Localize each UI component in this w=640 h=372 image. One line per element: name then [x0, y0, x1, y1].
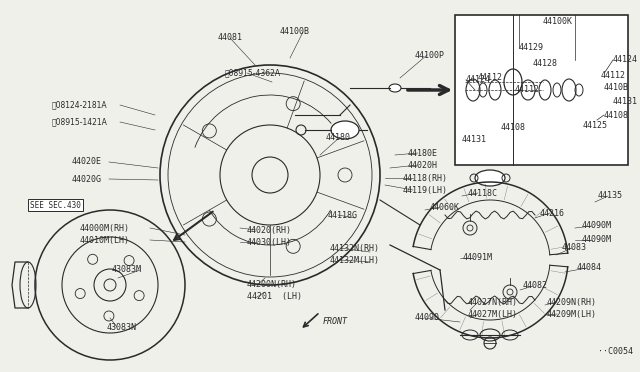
Text: 44020G: 44020G [72, 174, 102, 183]
Text: 44083: 44083 [562, 244, 587, 253]
Text: 44020H: 44020H [408, 160, 438, 170]
Text: 44125: 44125 [583, 121, 608, 129]
Ellipse shape [539, 80, 551, 100]
Text: 44010M(LH): 44010M(LH) [80, 235, 130, 244]
Text: 44060K: 44060K [430, 202, 460, 212]
Ellipse shape [475, 170, 505, 186]
Text: 44090M: 44090M [582, 221, 612, 231]
Ellipse shape [489, 80, 501, 100]
Text: FRONT: FRONT [323, 317, 348, 327]
Text: 44030(LH): 44030(LH) [247, 237, 292, 247]
Text: 44100P: 44100P [415, 51, 445, 60]
Text: 44112: 44112 [515, 86, 540, 94]
Text: 44108: 44108 [604, 110, 629, 119]
Text: 44132M(LH): 44132M(LH) [330, 256, 380, 264]
Ellipse shape [562, 79, 576, 101]
Text: 44112: 44112 [601, 71, 626, 80]
Text: 44209N(RH): 44209N(RH) [547, 298, 597, 307]
Text: 44128: 44128 [533, 58, 558, 67]
Text: 44100K: 44100K [543, 17, 573, 26]
Text: 44200N(RH): 44200N(RH) [247, 280, 297, 289]
Text: 44100B: 44100B [280, 28, 310, 36]
Text: 44118C: 44118C [468, 189, 498, 198]
Text: 44124: 44124 [466, 76, 491, 84]
Text: ··C0054: ··C0054 [598, 347, 633, 356]
Bar [455, 15, 628, 165]
Ellipse shape [331, 121, 359, 139]
Text: 44180E: 44180E [408, 148, 438, 157]
Text: 44118G: 44118G [328, 211, 358, 219]
Text: Ⓟ08915-4362A: Ⓟ08915-4362A [225, 68, 281, 77]
Text: 44132N(RH): 44132N(RH) [330, 244, 380, 253]
Text: 44027N(RH): 44027N(RH) [468, 298, 518, 307]
Text: 44090M: 44090M [582, 235, 612, 244]
Ellipse shape [389, 84, 401, 92]
Text: 44112: 44112 [478, 74, 503, 83]
Text: 44131: 44131 [613, 97, 638, 106]
Text: 44129: 44129 [519, 44, 544, 52]
Text: 44131: 44131 [462, 135, 487, 144]
Text: 44081: 44081 [218, 33, 243, 42]
Text: Ⓟ08915-1421A: Ⓟ08915-1421A [52, 118, 108, 126]
Text: 44090: 44090 [415, 314, 440, 323]
Text: 44020E: 44020E [72, 157, 102, 167]
Text: 44108: 44108 [501, 124, 526, 132]
Ellipse shape [466, 79, 480, 101]
Text: 43083N: 43083N [107, 323, 137, 331]
Text: 44082: 44082 [523, 282, 548, 291]
Text: 4410B: 4410B [604, 83, 629, 93]
Text: Ⓑ08124-2181A: Ⓑ08124-2181A [52, 100, 108, 109]
Text: 44118(RH): 44118(RH) [403, 173, 448, 183]
Text: 44000M(RH): 44000M(RH) [80, 224, 130, 232]
Text: 44027M(LH): 44027M(LH) [468, 310, 518, 318]
Ellipse shape [521, 80, 535, 100]
Text: 44135: 44135 [598, 192, 623, 201]
Text: 44201  (LH): 44201 (LH) [247, 292, 302, 301]
Text: 44084: 44084 [577, 263, 602, 273]
Text: 44209M(LH): 44209M(LH) [547, 310, 597, 318]
Text: 44020(RH): 44020(RH) [247, 225, 292, 234]
Text: 43083M: 43083M [112, 266, 142, 275]
Text: 44180: 44180 [326, 132, 351, 141]
Text: SEE SEC.430: SEE SEC.430 [30, 201, 81, 209]
Text: 44124: 44124 [613, 55, 638, 64]
Text: 44216: 44216 [540, 208, 565, 218]
Text: 44091M: 44091M [463, 253, 493, 263]
Text: 44119(LH): 44119(LH) [403, 186, 448, 195]
